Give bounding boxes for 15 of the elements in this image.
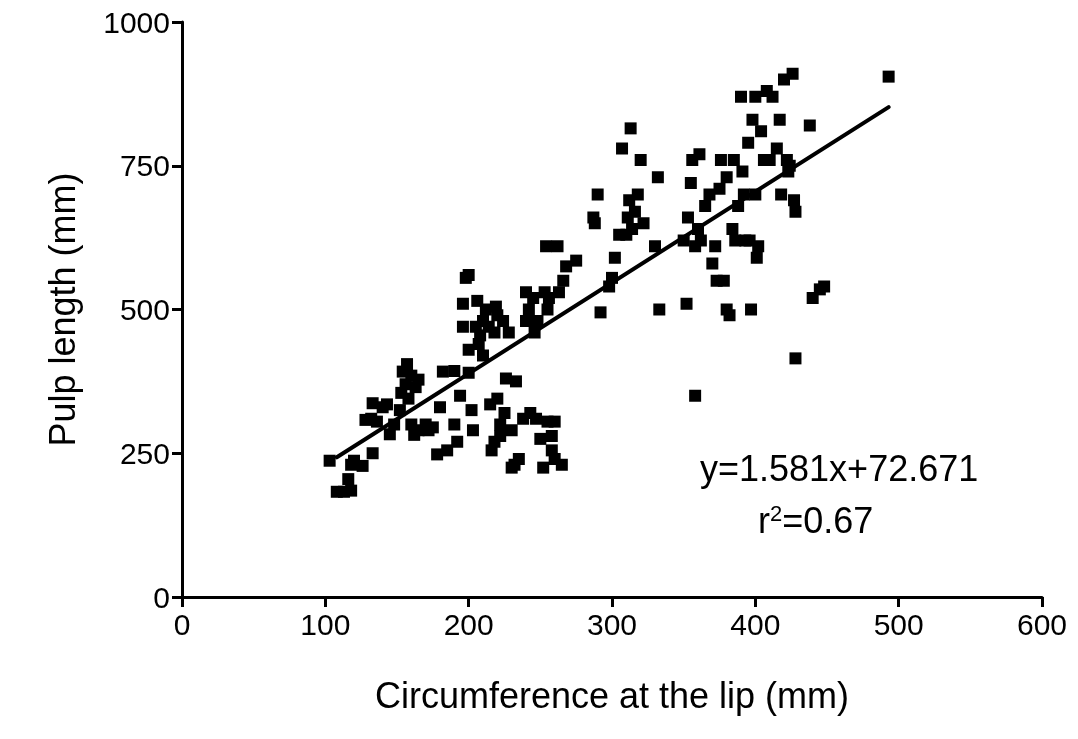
y-tick-label: 250 <box>119 436 170 470</box>
x-tick-label: 600 <box>1016 607 1068 641</box>
x-tick-label: 200 <box>443 607 494 641</box>
y-axis-title: Pulp length (mm) <box>41 172 83 447</box>
y-tick-label: 1000 <box>103 5 170 39</box>
x-tick-label: 0 <box>173 607 191 641</box>
x-tick-label: 300 <box>586 607 638 641</box>
y-tick-label: 750 <box>119 149 170 183</box>
annotation: y=1.581x+72.671 <box>700 447 979 489</box>
y-tick-label: 0 <box>153 580 170 614</box>
x-tick-label: 400 <box>730 607 781 641</box>
x-tick-label: 100 <box>300 607 351 641</box>
x-axis-title: Circumference at the lip (mm) <box>374 674 850 716</box>
y-tick-label: 500 <box>119 293 170 326</box>
x-tick-label: 500 <box>873 607 924 641</box>
